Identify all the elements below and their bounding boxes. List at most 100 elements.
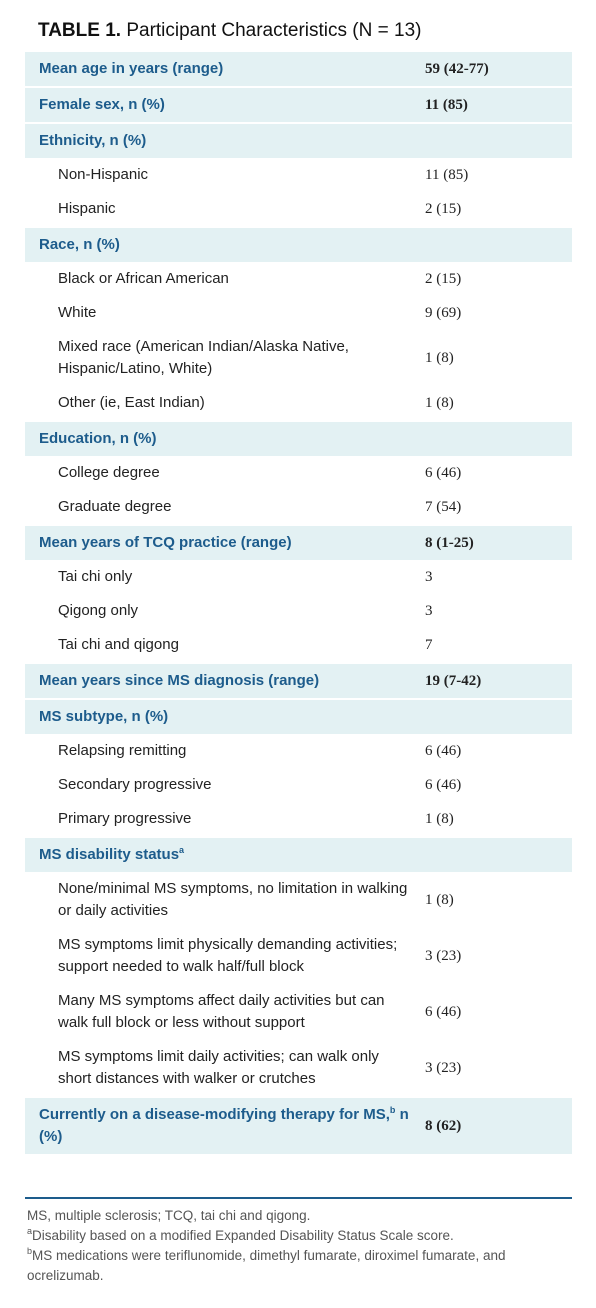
row-label: Education, n (%) — [39, 430, 157, 447]
title-text: Participant Characteristics (N = 13) — [126, 20, 422, 41]
value-cell: 3 — [417, 594, 572, 628]
row-label: None/minimal MS symptoms, no limitation … — [58, 880, 408, 919]
header-row: Ethnicity, n (%) — [25, 122, 572, 158]
value-cell: 11 (85) — [417, 86, 572, 123]
header-row: MS subtype, n (%) — [25, 698, 572, 734]
row-value: 7 — [425, 637, 433, 653]
value-cell: 1 (8) — [417, 330, 572, 386]
label-cell: Other (ie, East Indian) — [25, 386, 417, 421]
item-row: None/minimal MS symptoms, no limitation … — [25, 872, 572, 928]
label-cell: Mean years of TCQ practice (range) — [25, 524, 417, 560]
value-cell — [417, 698, 572, 734]
value-cell: 3 — [417, 560, 572, 594]
row-label: Race, n (%) — [39, 236, 120, 253]
label-cell: Female sex, n (%) — [25, 86, 417, 123]
item-row: Secondary progressive 6 (46) — [25, 768, 572, 802]
value-cell: 3 (23) — [417, 928, 572, 984]
value-cell: 6 (46) — [417, 734, 572, 768]
label-cell: White — [25, 296, 417, 330]
label-cell: Tai chi only — [25, 560, 417, 594]
footnote-text: MS medications were teriflunomide, dimet… — [27, 1248, 506, 1283]
row-value: 3 (23) — [425, 948, 462, 964]
row-label: Mean years since MS diagnosis (range) — [39, 672, 320, 689]
item-row: Many MS symptoms affect daily activities… — [25, 984, 572, 1040]
label-cell: Qigong only — [25, 594, 417, 628]
row-value: 1 (8) — [425, 892, 454, 908]
header-row: Female sex, n (%) 11 (85) — [25, 86, 572, 123]
row-label: Graduate degree — [58, 498, 172, 515]
row-label: Mean years of TCQ practice (range) — [39, 534, 292, 551]
value-cell: 8 (62) — [417, 1096, 572, 1154]
value-cell — [417, 420, 572, 456]
row-value: 2 (15) — [425, 271, 462, 287]
item-row: Black or African American 2 (15) — [25, 262, 572, 296]
row-label: Relapsing remitting — [58, 742, 187, 759]
item-row: Qigong only 3 — [25, 594, 572, 628]
row-value: 1 (8) — [425, 395, 454, 411]
footnotes: MS, multiple sclerosis; TCQ, tai chi and… — [27, 1206, 572, 1286]
item-row: MS symptoms limit daily activities; can … — [25, 1040, 572, 1097]
footnote-marker: a — [179, 845, 185, 855]
row-label-suffix: n (%) — [39, 1106, 409, 1145]
row-label: MS subtype, n (%) — [39, 708, 169, 725]
value-cell: 7 — [417, 628, 572, 663]
label-cell: Ethnicity, n (%) — [25, 122, 417, 158]
value-cell: 1 (8) — [417, 802, 572, 837]
value-cell: 2 (15) — [417, 262, 572, 296]
row-label: Qigong only — [58, 602, 139, 619]
label-cell: Black or African American — [25, 262, 417, 296]
row-value: 1 (8) — [425, 350, 454, 366]
label-cell: Relapsing remitting — [25, 734, 417, 768]
item-row: College degree 6 (46) — [25, 456, 572, 490]
row-label: Female sex, n (%) — [39, 96, 165, 113]
value-cell: 6 (46) — [417, 984, 572, 1040]
row-value: 6 (46) — [425, 465, 462, 481]
label-cell: MS subtype, n (%) — [25, 698, 417, 734]
label-cell: MS symptoms limit physically demanding a… — [25, 928, 417, 984]
footnote-text: Disability based on a modified Expanded … — [32, 1228, 454, 1243]
value-cell: 8 (1-25) — [417, 524, 572, 560]
value-cell: 59 (42-77) — [417, 50, 572, 87]
label-cell: Primary progressive — [25, 802, 417, 837]
title-label: TABLE 1. — [38, 20, 122, 41]
bottom-rule — [25, 1197, 572, 1199]
row-label: Mean age in years (range) — [39, 60, 224, 77]
row-label: Black or African American — [58, 270, 229, 287]
row-label: Primary progressive — [58, 810, 192, 827]
row-label: Tai chi and qigong — [58, 636, 179, 653]
row-value: 9 (69) — [425, 305, 462, 321]
row-label: White — [58, 304, 97, 321]
value-cell: 11 (85) — [417, 158, 572, 192]
row-label: Mixed race (American Indian/Alaska Nativ… — [58, 338, 349, 377]
label-cell: Non-Hispanic — [25, 158, 417, 192]
row-value: 6 (46) — [425, 743, 462, 759]
row-label: Tai chi only — [58, 568, 133, 585]
value-cell: 6 (46) — [417, 456, 572, 490]
label-cell: Currently on a disease-modifying therapy… — [25, 1096, 417, 1154]
item-row: Tai chi only 3 — [25, 560, 572, 594]
row-label: MS symptoms limit physically demanding a… — [58, 936, 398, 975]
footnote-marker: b — [27, 1246, 33, 1256]
row-value: 6 (46) — [425, 1004, 462, 1020]
table-title: TABLE 1. Participant Characteristics (N … — [38, 20, 421, 42]
label-cell: None/minimal MS symptoms, no limitation … — [25, 872, 417, 928]
label-cell: MS disability statusa — [25, 836, 417, 872]
value-cell: 6 (46) — [417, 768, 572, 802]
label-cell: College degree — [25, 456, 417, 490]
row-value: 8 (1-25) — [425, 535, 474, 551]
value-cell: 1 (8) — [417, 386, 572, 421]
row-label: Many MS symptoms affect daily activities… — [58, 992, 385, 1031]
row-value: 11 (85) — [425, 167, 469, 183]
row-value: 6 (46) — [425, 777, 462, 793]
row-value: 59 (42-77) — [425, 61, 489, 77]
row-value: 11 (85) — [425, 97, 468, 113]
header-row: MS disability statusa — [25, 836, 572, 872]
header-row: Mean years since MS diagnosis (range) 19 … — [25, 662, 572, 699]
label-cell: Hispanic — [25, 192, 417, 227]
item-row: Mixed race (American Indian/Alaska Nativ… — [25, 330, 572, 386]
header-row: Currently on a disease-modifying therapy… — [25, 1096, 572, 1154]
row-value: 7 (54) — [425, 499, 462, 515]
table: Mean age in years (range) 59 (42-77) Femal… — [25, 50, 572, 1154]
value-cell — [417, 226, 572, 262]
label-cell: Many MS symptoms affect daily activities… — [25, 984, 417, 1040]
